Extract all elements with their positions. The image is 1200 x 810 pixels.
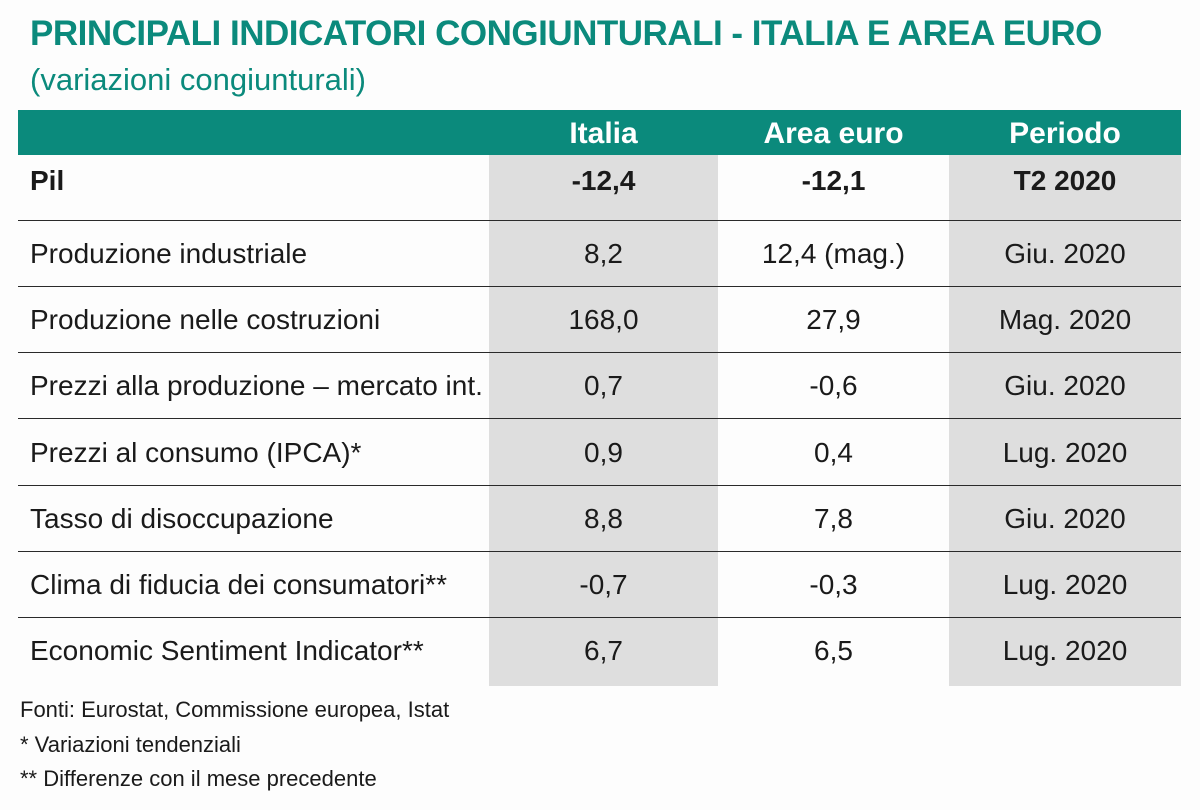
cell-area-euro: -12,1 — [801, 165, 866, 196]
cell-area-euro: 6,5 — [814, 635, 853, 666]
cell-italia: 6,7 — [584, 635, 623, 666]
row-label: Pil — [30, 165, 65, 196]
cell-italia: 8,2 — [584, 238, 623, 269]
footnote-differenze: ** Differenze con il mese precedente — [20, 766, 377, 791]
cell-italia: 168,0 — [568, 304, 639, 335]
cell-area-euro: 27,9 — [806, 304, 861, 335]
table-row: Produzione industriale 8,2 12,4 (mag.) G… — [18, 221, 1181, 287]
table-row: Clima di fiducia dei consumatori** -0,7 … — [18, 552, 1181, 618]
header-area-euro: Area euro — [763, 117, 904, 150]
cell-italia: -12,4 — [571, 165, 636, 196]
cell-area-euro: 0,4 — [814, 437, 853, 468]
cell-periodo: Lug. 2020 — [1002, 635, 1128, 666]
cell-periodo: Giu. 2020 — [1004, 370, 1126, 401]
cell-area-euro: -0,6 — [809, 370, 858, 401]
italia-column-shade — [489, 155, 718, 686]
table-row: Produzione nelle costruzioni 168,0 27,9 … — [18, 287, 1181, 353]
cell-area-euro: -0,3 — [809, 569, 858, 600]
cell-periodo: Giu. 2020 — [1004, 238, 1126, 269]
table-row: Prezzi alla produzione – mercato int. 0,… — [18, 353, 1181, 419]
cell-area-euro: 7,8 — [814, 503, 853, 534]
page-title: PRINCIPALI INDICATORI CONGIUNTURALI - IT… — [30, 14, 1102, 53]
cell-italia: 0,7 — [584, 370, 623, 401]
row-label: Clima di fiducia dei consumatori** — [30, 569, 448, 600]
cell-italia: 8,8 — [584, 503, 623, 534]
row-label: Produzione industriale — [30, 238, 308, 269]
cell-periodo: Giu. 2020 — [1004, 503, 1126, 534]
footnote-sources: Fonti: Eurostat, Commissione europea, Is… — [20, 697, 450, 722]
row-label: Produzione nelle costruzioni — [30, 304, 381, 335]
cell-periodo: T2 2020 — [1013, 165, 1117, 196]
table-row: Economic Sentiment Indicator** 6,7 6,5 L… — [18, 618, 1181, 684]
cell-italia: -0,7 — [579, 569, 628, 600]
header-italia: Italia — [569, 117, 638, 150]
header-periodo: Periodo — [1009, 117, 1121, 150]
table-row: Prezzi al consumo (IPCA)* 0,9 0,4 Lug. 2… — [18, 420, 1181, 486]
table-row: Tasso di disoccupazione 8,8 7,8 Giu. 202… — [18, 486, 1181, 552]
page-subtitle: (variazioni congiunturali) — [30, 62, 366, 97]
cell-periodo: Lug. 2020 — [1002, 569, 1128, 600]
table-row: Pil -12,4 -12,1 T2 2020 — [18, 155, 1181, 221]
table-header: Italia Area euro Periodo — [18, 110, 1181, 155]
row-label: Tasso di disoccupazione — [30, 503, 334, 534]
cell-italia: 0,9 — [584, 437, 623, 468]
row-label: Prezzi alla produzione – mercato int. — [30, 370, 483, 401]
row-label: Prezzi al consumo (IPCA)* — [30, 437, 362, 468]
cell-periodo: Lug. 2020 — [1002, 437, 1128, 468]
periodo-column-shade — [949, 155, 1181, 686]
indicators-table: Italia Area euro Periodo Pil -12,4 -12,1… — [18, 110, 1181, 686]
row-label: Economic Sentiment Indicator** — [30, 635, 424, 666]
cell-periodo: Mag. 2020 — [998, 304, 1132, 335]
footnote-tendenziali: * Variazioni tendenziali — [20, 732, 241, 757]
cell-area-euro: 12,4 (mag.) — [761, 238, 906, 269]
